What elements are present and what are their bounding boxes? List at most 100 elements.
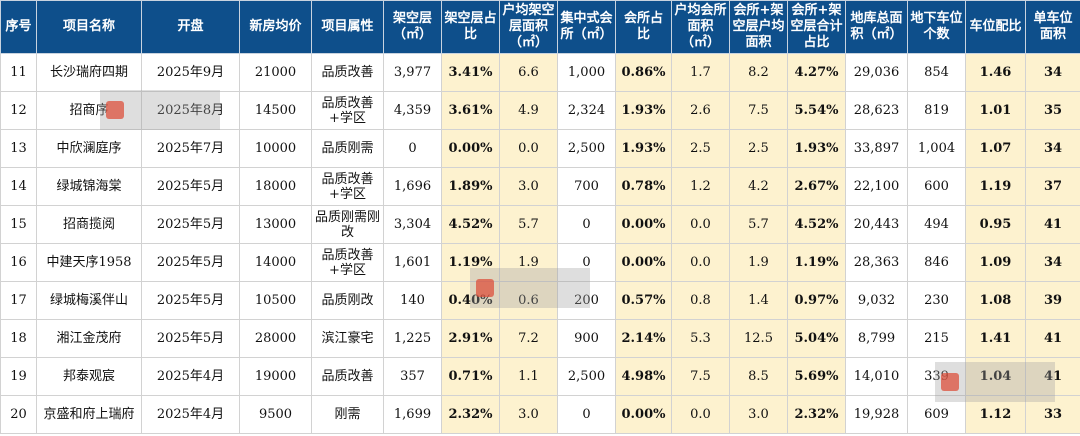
table-cell: 14000 [239,243,312,282]
table-cell: 1,699 [383,395,442,434]
table-cell: 1.12 [965,395,1026,434]
column-header: 会所+架空层户均面积 [729,0,788,54]
column-header: 架空层占比 [441,0,500,54]
table-cell: 16 [0,243,37,282]
table-cell: 0.00% [441,129,500,168]
table-cell: 绿城锦海棠 [36,167,142,206]
watermark [100,90,220,130]
table-cell: 20,443 [845,205,908,244]
table-cell: 京盛和府上瑞府 [36,395,142,434]
table-cell: 1.19 [965,167,1026,206]
table-cell: 34 [1025,129,1080,168]
table-cell: 4,359 [383,91,442,130]
table-cell: 0.00% [615,395,672,434]
table-cell: 28000 [239,319,312,358]
table-cell: 10000 [239,129,312,168]
table-cell: 3.0 [499,167,558,206]
table-cell: 2,500 [557,129,616,168]
table-cell: 5.3 [671,319,730,358]
table-row: 18 湘江金茂府 2025年5月 28000 滨江豪宅 1,225 2.91% 7.2 900 2… [0,319,1080,358]
table-cell: 14500 [239,91,312,130]
table-row: 15 招商揽阅 2025年5月 13000 品质刚需刚改 3,304 4.52% 5.7 0 0.… [0,205,1080,244]
table-row: 14 绿城锦海棠 2025年5月 18000 品质改善+学区 1,696 1.89% 3.0 7… [0,167,1080,206]
table-cell: 5.54% [787,91,846,130]
table-cell: 6.6 [499,53,558,92]
table-cell: 3,977 [383,53,442,92]
table-cell: 刚需 [311,395,384,434]
table-cell: 3.0 [729,395,788,434]
table-cell: 0.0 [671,395,730,434]
table-cell: 1,225 [383,319,442,358]
table-cell: 34 [1025,243,1080,282]
table-cell: 0 [557,243,616,282]
table-row: 12 招商序 2025年8月 14500 品质改善+学区 4,359 3.61% 4.9 2,3… [0,91,1080,130]
table-cell: 0.97% [787,281,846,320]
table-cell: 2.14% [615,319,672,358]
table-cell: 1.93% [787,129,846,168]
table-cell: 2.67% [787,167,846,206]
table-cell: 17 [0,281,37,320]
table-cell: 4.52% [787,205,846,244]
table-cell: 0 [383,129,442,168]
table-cell: 600 [907,167,966,206]
table-cell: 2025年7月 [141,129,240,168]
table-cell: 1.01 [965,91,1026,130]
table-cell: 22,100 [845,167,908,206]
table-cell: 5.69% [787,357,846,396]
table-cell: 21000 [239,53,312,92]
table-cell: 4.2 [729,167,788,206]
table-cell: 4.52% [441,205,500,244]
table-cell: 140 [383,281,442,320]
table-cell: 33 [1025,395,1080,434]
table-cell: 3.61% [441,91,500,130]
table-cell: 1,000 [557,53,616,92]
table-cell: 20 [0,395,37,434]
table-cell: 28,623 [845,91,908,130]
column-header: 新房均价 [239,0,312,54]
table-cell: 1,004 [907,129,966,168]
table-cell: 1.19% [441,243,500,282]
table-cell: 14 [0,167,37,206]
table-cell: 1.19% [787,243,846,282]
table-cell: 3,304 [383,205,442,244]
table-cell: 4.98% [615,357,672,396]
table-cell: 14,010 [845,357,908,396]
table-cell: 37 [1025,167,1080,206]
table-cell: 12.5 [729,319,788,358]
column-header: 开盘 [141,0,240,54]
table-body: 11 长沙瑞府四期 2025年9月 21000 品质改善 3,977 3.41% 6.6 1,0… [0,53,1080,434]
table-cell: 12 [0,91,37,130]
table-row: 19 邦泰观宸 2025年4月 19000 品质改善 357 0.71% 1.1 2,500 4.… [0,357,1080,396]
table-cell: 900 [557,319,616,358]
table-cell: 0 [557,395,616,434]
table-cell: 1.2 [671,167,730,206]
table-cell: 1.1 [499,357,558,396]
table-cell: 5.7 [729,205,788,244]
column-header: 项目名称 [36,0,142,54]
watermark [935,362,1055,402]
table-cell: 357 [383,357,442,396]
table-cell: 1.89% [441,167,500,206]
table-cell: 中欣澜庭序 [36,129,142,168]
table-cell: 35 [1025,91,1080,130]
table-cell: 2025年9月 [141,53,240,92]
table-cell: 0.00% [615,205,672,244]
table-cell: 2025年5月 [141,167,240,206]
table-cell: 品质改善 [311,53,384,92]
table-row: 11 长沙瑞府四期 2025年9月 21000 品质改善 3,977 3.41% 6.6 1,0… [0,53,1080,92]
table-cell: 0.0 [671,205,730,244]
column-header: 序号 [0,0,37,54]
table-cell: 1.08 [965,281,1026,320]
table-cell: 19000 [239,357,312,396]
table-cell: 3.41% [441,53,500,92]
column-header: 户均架空层面积（㎡） [499,0,558,54]
table-cell: 2025年5月 [141,319,240,358]
table-cell: 11 [0,53,37,92]
table-cell: 18 [0,319,37,358]
table-cell: 品质刚改 [311,281,384,320]
table-cell: 34 [1025,53,1080,92]
table-cell: 长沙瑞府四期 [36,53,142,92]
table-cell: 41 [1025,319,1080,358]
table-cell: 33,897 [845,129,908,168]
table-cell: 0.86% [615,53,672,92]
